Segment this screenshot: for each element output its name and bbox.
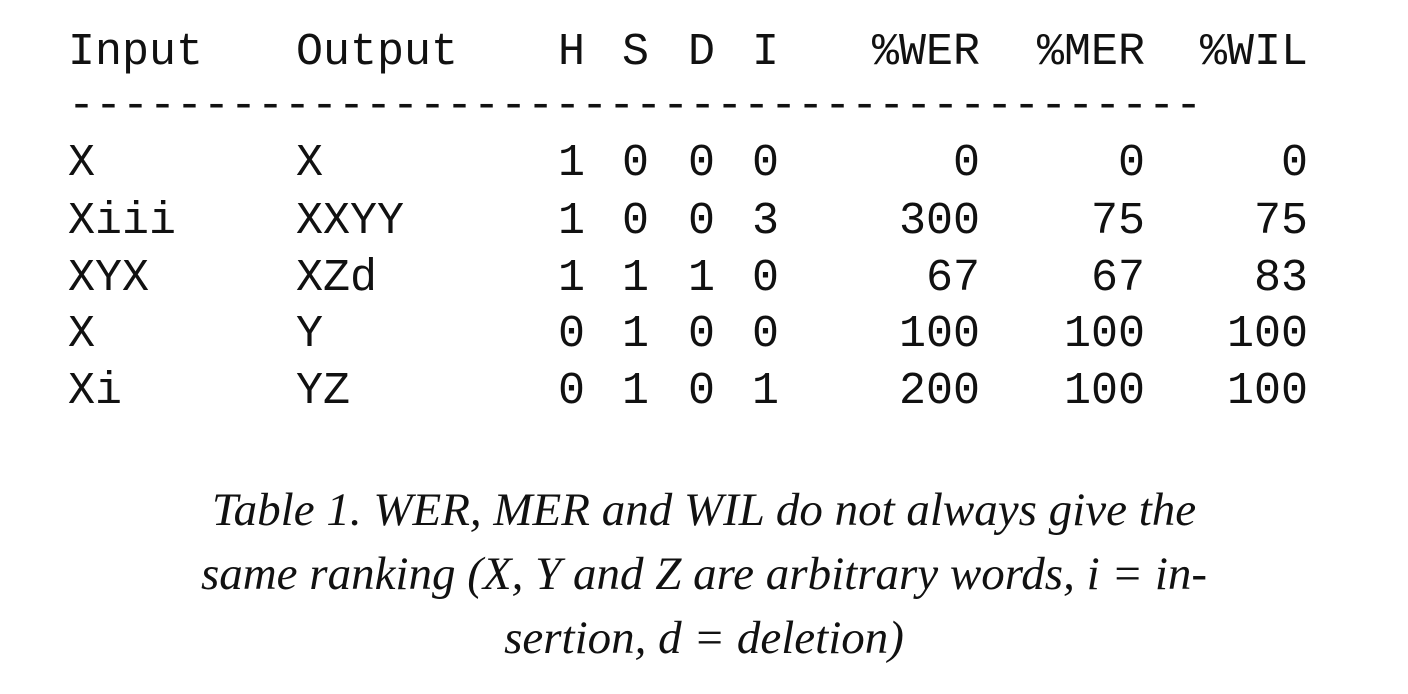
table-caption: Table 1. WER, MER and WIL do not always …	[90, 478, 1318, 670]
cell-insertions: 3	[752, 196, 780, 247]
cell-input: X	[68, 138, 96, 189]
header-insertions: I	[752, 27, 780, 78]
cell-hits: 0	[558, 366, 586, 417]
cell-hits: 1	[558, 138, 586, 189]
cell-deletions: 0	[688, 138, 716, 189]
cell-wer: 300	[898, 196, 980, 247]
cell-output: YZ	[296, 366, 351, 417]
cell-wil: 0	[1280, 138, 1308, 189]
divider-dashes: ----------------------------------------…	[68, 81, 1203, 132]
cell-insertions: 0	[752, 309, 780, 360]
cell-input: XYX	[68, 253, 150, 304]
cell-wer: 100	[898, 309, 980, 360]
cell-mer: 67	[1090, 253, 1145, 304]
cell-insertions: 1	[752, 366, 780, 417]
cell-input: Xi	[68, 366, 123, 417]
cell-output: Y	[296, 309, 324, 360]
cell-wil: 100	[1226, 309, 1308, 360]
cell-hits: 0	[558, 309, 586, 360]
cell-deletions: 0	[688, 366, 716, 417]
cell-output: X	[296, 138, 324, 189]
cell-mer: 100	[1063, 366, 1145, 417]
header-mer: %MER	[1036, 27, 1145, 78]
cell-wer: 200	[898, 366, 980, 417]
header-deletions: D	[688, 27, 716, 78]
cell-deletions: 0	[688, 196, 716, 247]
header-wer: %WER	[871, 27, 980, 78]
cell-wer: 0	[952, 138, 980, 189]
cell-mer: 75	[1090, 196, 1145, 247]
cell-insertions: 0	[752, 253, 780, 304]
cell-wil: 83	[1253, 253, 1308, 304]
cell-wil: 100	[1226, 366, 1308, 417]
cell-deletions: 1	[688, 253, 716, 304]
cell-output: XXYY	[296, 196, 405, 247]
header-input: Input	[68, 27, 204, 78]
cell-insertions: 0	[752, 138, 780, 189]
cell-input: Xiii	[68, 196, 177, 247]
cell-substitutions: 1	[622, 309, 650, 360]
results-table: Input Output H S D I %WER %MER %WIL ----…	[68, 27, 1308, 417]
cell-substitutions: 1	[622, 253, 650, 304]
header-substitutions: S	[622, 27, 650, 78]
cell-wil: 75	[1253, 196, 1308, 247]
cell-input: X	[68, 309, 96, 360]
cell-hits: 1	[558, 253, 586, 304]
cell-wer: 67	[925, 253, 980, 304]
cell-hits: 1	[558, 196, 586, 247]
cell-substitutions: 0	[622, 138, 650, 189]
header-wil: %WIL	[1199, 27, 1308, 78]
caption-line: sertion, d = deletion)	[504, 612, 904, 664]
caption-line: same ranking (X, Y and Z are arbitrary w…	[200, 548, 1208, 600]
header-output: Output	[296, 27, 459, 78]
cell-mer: 0	[1117, 138, 1145, 189]
cell-deletions: 0	[688, 309, 716, 360]
cell-substitutions: 0	[622, 196, 650, 247]
cell-output: XZd	[296, 253, 378, 304]
caption-line: Table 1. WER, MER and WIL do not always …	[211, 484, 1197, 536]
cell-mer: 100	[1063, 309, 1145, 360]
header-divider: ----------------------------------------…	[68, 80, 1308, 134]
cell-substitutions: 1	[622, 366, 650, 417]
header-hits: H	[558, 27, 586, 78]
